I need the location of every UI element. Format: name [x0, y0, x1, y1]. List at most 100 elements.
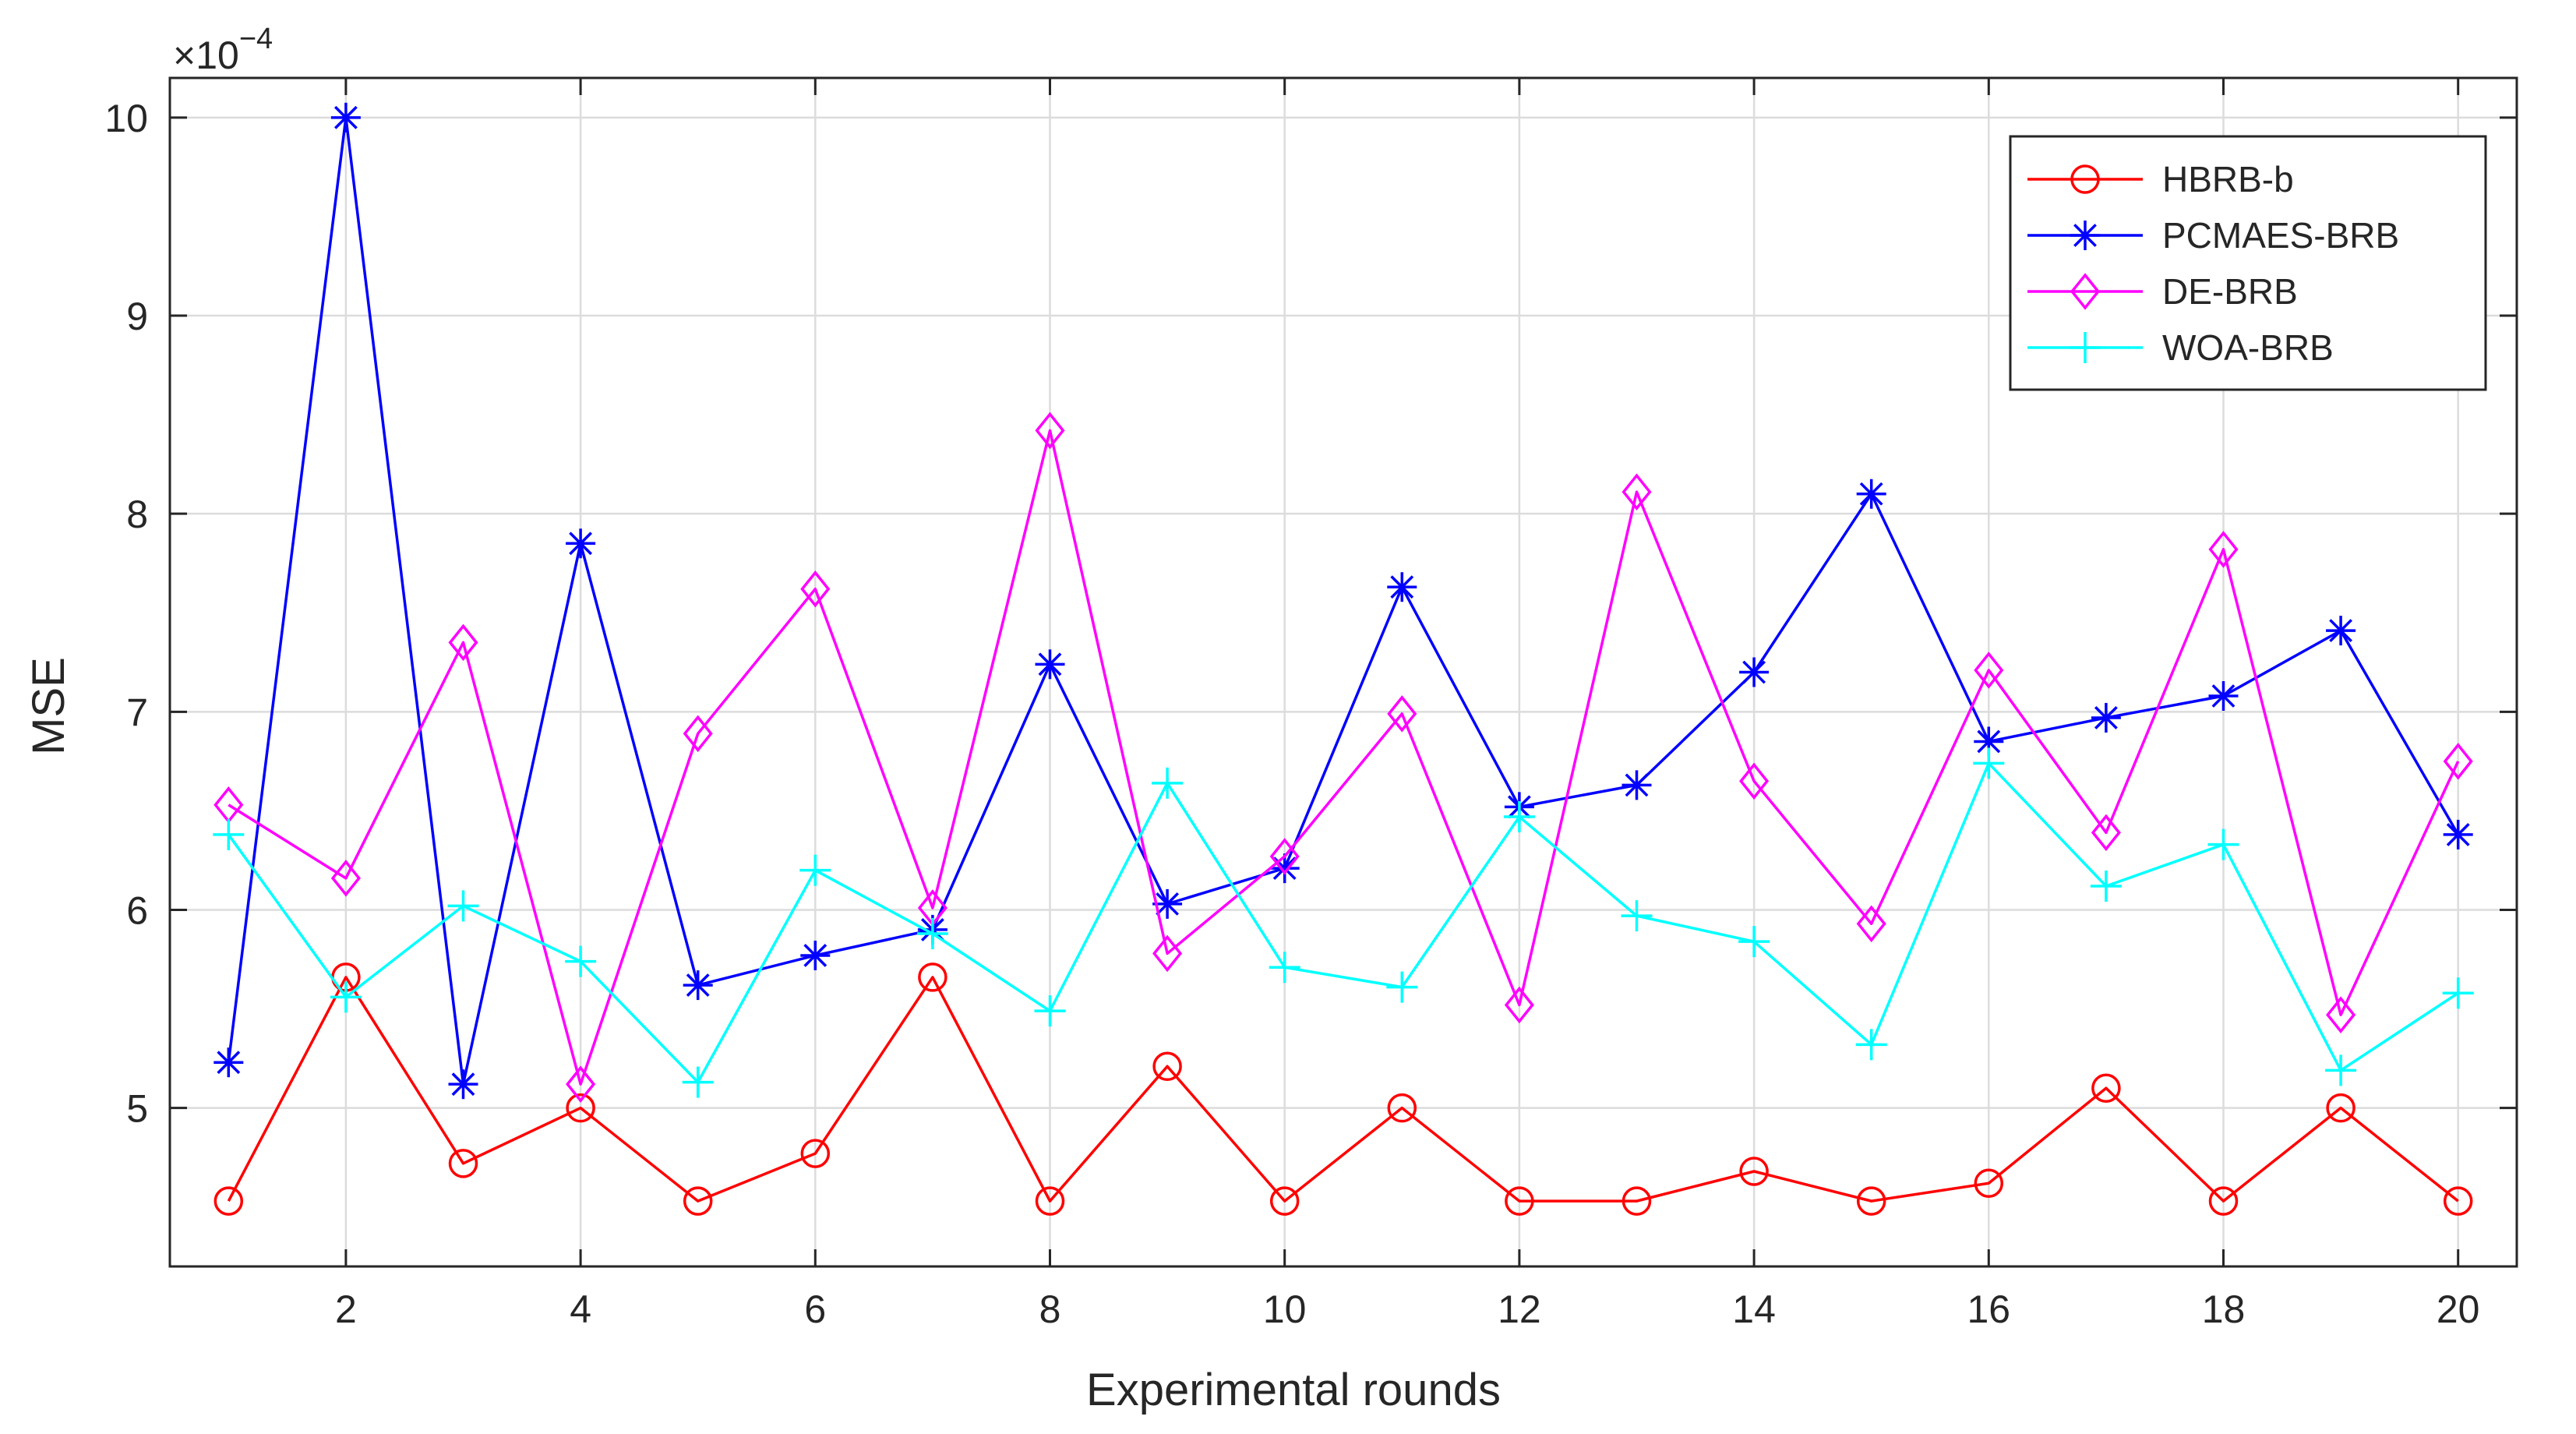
legend-item-de-brb: DE-BRB — [2027, 271, 2298, 312]
data-point-de-brb — [1974, 652, 2004, 689]
x-tick-label: 4 — [570, 1287, 591, 1331]
data-point-woa-brb — [1034, 995, 1066, 1027]
data-point-woa-brb — [1503, 801, 1535, 833]
legend-swatch-marker — [2070, 332, 2101, 363]
series-line-woa-brb — [227, 761, 2459, 1084]
data-point-de-brb — [1387, 695, 1417, 733]
data-point-pcmaes-brb — [1621, 770, 1652, 800]
data-point-de-brb — [800, 570, 831, 608]
series-group — [213, 102, 2474, 1216]
plot-area-border — [168, 76, 2518, 1268]
series-pcmaes-brb — [213, 102, 2473, 1100]
data-point-hbrb-b — [2326, 1093, 2355, 1123]
data-point-de-brb — [683, 715, 713, 753]
x-tick-label: 8 — [1039, 1287, 1061, 1331]
x-tick-label: 18 — [2202, 1287, 2246, 1331]
data-point-woa-brb — [799, 854, 831, 886]
data-point-de-brb — [1621, 473, 1652, 511]
legend-label: PCMAES-BRB — [2162, 215, 2399, 256]
legend: HBRB-b PCMAES-BRB DE-BRB WOA-BRB — [2009, 135, 2487, 391]
data-point-woa-brb — [682, 1066, 714, 1098]
data-point-pcmaes-brb — [566, 528, 596, 559]
data-point-de-brb — [1856, 905, 1886, 943]
data-point-hbrb-b — [683, 1186, 713, 1216]
data-point-woa-brb — [565, 945, 597, 977]
data-point-hbrb-b — [800, 1139, 831, 1168]
data-point-pcmaes-brb — [1739, 657, 1770, 687]
data-point-woa-brb — [447, 890, 479, 922]
x-tick-label: 6 — [804, 1287, 826, 1331]
data-point-de-brb — [1152, 934, 1183, 973]
y-axis-exponent-label: ×10−4 — [173, 23, 273, 77]
data-point-pcmaes-brb — [2208, 681, 2239, 711]
y-tick-label: 6 — [126, 889, 148, 933]
data-point-woa-brb — [1738, 926, 1770, 958]
data-point-woa-brb — [2207, 828, 2239, 860]
data-point-woa-brb — [916, 918, 948, 949]
x-tick-label: 10 — [1263, 1287, 1307, 1331]
data-point-de-brb — [1035, 411, 1065, 450]
legend-item-woa-brb: WOA-BRB — [2027, 327, 2334, 368]
data-point-pcmaes-brb — [683, 970, 713, 1001]
data-point-de-brb — [2443, 743, 2473, 780]
legend-label: HBRB-b — [2162, 159, 2294, 200]
legend-item-hbrb-b: HBRB-b — [2027, 159, 2294, 200]
legend-label: WOA-BRB — [2162, 327, 2334, 368]
x-axis-label: Experimental rounds — [1086, 1365, 1501, 1415]
data-point-woa-brb — [213, 818, 245, 850]
data-point-pcmaes-brb — [330, 102, 361, 132]
y-tick-label: 10 — [104, 97, 148, 140]
data-point-hbrb-b — [1387, 1093, 1417, 1123]
y-tick-label: 9 — [126, 295, 148, 338]
legend-swatch-marker — [2070, 273, 2101, 310]
data-point-woa-brb — [1621, 900, 1653, 932]
x-tick-label: 12 — [1498, 1287, 1541, 1331]
data-point-hbrb-b — [2091, 1073, 2121, 1103]
data-point-pcmaes-brb — [2443, 819, 2473, 849]
series-line-hbrb-b — [227, 976, 2459, 1203]
data-point-hbrb-b — [448, 1149, 478, 1178]
data-point-hbrb-b — [1856, 1186, 1886, 1216]
legend-swatch-marker — [2070, 164, 2100, 194]
data-point-hbrb-b — [1739, 1157, 1769, 1186]
legend-label: DE-BRB — [2162, 271, 2298, 312]
data-point-woa-brb — [2442, 977, 2474, 1009]
data-point-pcmaes-brb — [213, 1047, 244, 1078]
x-tick-label: 2 — [335, 1287, 357, 1331]
x-tick-label: 20 — [2437, 1287, 2480, 1331]
data-point-hbrb-b — [1505, 1186, 1534, 1216]
data-point-pcmaes-brb — [800, 940, 831, 970]
data-point-pcmaes-brb — [2326, 616, 2356, 646]
data-point-de-brb — [2208, 531, 2239, 568]
data-point-woa-brb — [1269, 952, 1300, 984]
data-point-pcmaes-brb — [2091, 702, 2121, 733]
data-point-hbrb-b — [2208, 1186, 2239, 1216]
series-line-pcmaes-brb — [227, 116, 2460, 1086]
data-point-hbrb-b — [566, 1093, 595, 1123]
data-point-pcmaes-brb — [1035, 649, 1065, 680]
data-point-woa-brb — [1855, 1029, 1887, 1061]
y-axis-label: MSE — [23, 657, 74, 755]
data-point-de-brb — [1504, 986, 1534, 1024]
data-point-de-brb — [566, 1065, 596, 1103]
data-point-pcmaes-brb — [1152, 888, 1183, 919]
series-woa-brb — [213, 747, 2474, 1098]
data-point-de-brb — [2091, 814, 2121, 852]
axes: 2 4 6 8 10 12 14 16 18 20 5 6 7 8 9 10 — [104, 76, 2518, 1331]
x-tick-label: 16 — [1967, 1287, 2010, 1331]
data-point-woa-brb — [1973, 747, 2005, 779]
data-point-de-brb — [1269, 838, 1300, 875]
y-tick-label: 8 — [126, 493, 148, 536]
data-point-pcmaes-brb — [1856, 479, 1886, 509]
y-tick-label: 5 — [126, 1087, 148, 1131]
series-hbrb-b — [213, 962, 2473, 1216]
data-point-de-brb — [330, 860, 361, 897]
data-point-pcmaes-brb — [448, 1069, 478, 1100]
data-point-hbrb-b — [213, 1186, 244, 1216]
data-point-de-brb — [448, 623, 478, 662]
data-point-hbrb-b — [1035, 1186, 1065, 1216]
data-point-woa-brb — [1386, 971, 1418, 1003]
legend-swatch-marker — [2070, 221, 2100, 250]
data-point-hbrb-b — [1269, 1186, 1300, 1216]
